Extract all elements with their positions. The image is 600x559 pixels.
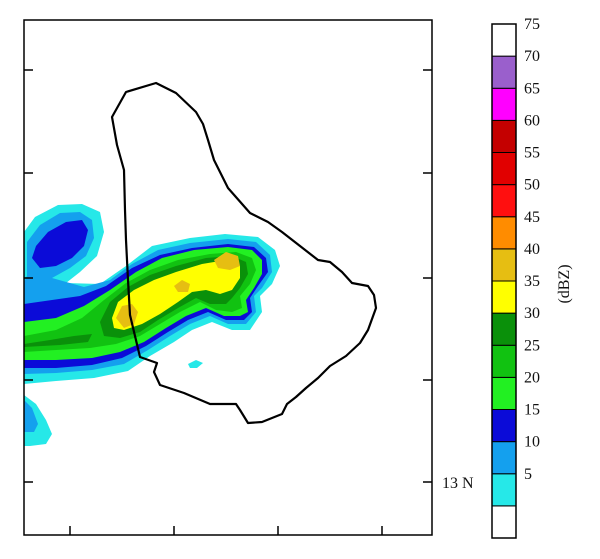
colorbar-swatch-75	[491, 23, 517, 57]
colorbar-tick-label: 55	[524, 145, 540, 162]
colorbar-swatch-55	[491, 152, 517, 186]
colorbar-swatch-50	[491, 184, 517, 218]
colorbar-swatch-70	[491, 55, 517, 89]
echo-15dbz-west	[32, 220, 88, 268]
colorbar-tick-label: 30	[524, 305, 540, 322]
island-coastline	[110, 81, 378, 425]
colorbar-tick-label: 45	[524, 209, 540, 226]
echo-10dbz-south	[24, 400, 38, 432]
latitude-label: 13 N	[442, 475, 474, 492]
colorbar-tick-label: 50	[524, 177, 540, 194]
colorbar-swatch-30	[491, 312, 517, 346]
echo-5dbz-speck	[188, 360, 203, 368]
colorbar-tick-label: 15	[524, 402, 540, 419]
colorbar-tick-label: 65	[524, 80, 540, 97]
colorbar-swatch-45	[491, 216, 517, 250]
map-panel: 13 N	[23, 19, 474, 536]
colorbar-tick-label: 70	[524, 48, 540, 65]
colorbar-tick-label: 35	[524, 273, 540, 290]
colorbar-swatch-15	[491, 409, 517, 443]
colorbar-swatch-35	[491, 280, 517, 314]
colorbar: 5 10 15 20 25 30 35 40 45 50 55 60 65 70 75	[491, 16, 540, 539]
colorbar-tick-label: 10	[524, 434, 540, 451]
colorbar-tick-label: 60	[524, 112, 540, 129]
colorbar-frame	[491, 23, 517, 539]
colorbar-swatch-40	[491, 248, 517, 282]
map-ticks	[24, 69, 432, 535]
colorbar-swatch-10	[491, 441, 517, 475]
echo-35dbz	[112, 260, 240, 330]
colorbar-tick-label: 75	[524, 16, 540, 33]
colorbar-unit-label: (dBZ)	[556, 264, 573, 303]
colorbar-swatch-25	[491, 344, 517, 378]
echo-40dbz-b	[174, 280, 190, 292]
colorbar-tick-label: 5	[524, 466, 532, 483]
colorbar-swatch-20	[491, 376, 517, 410]
colorbar-swatch-65	[491, 87, 517, 121]
echo-40dbz-c	[214, 252, 240, 270]
colorbar-swatch-0	[491, 505, 517, 539]
colorbar-tick-label: 25	[524, 337, 540, 354]
colorbar-swatch-5	[491, 473, 517, 507]
colorbar-tick-label: 40	[524, 241, 540, 258]
colorbar-swatch-60	[491, 119, 517, 153]
echo-30dbz-tail	[24, 334, 92, 347]
reflectivity-field	[24, 204, 280, 446]
colorbar-tick-label: 20	[524, 369, 540, 386]
